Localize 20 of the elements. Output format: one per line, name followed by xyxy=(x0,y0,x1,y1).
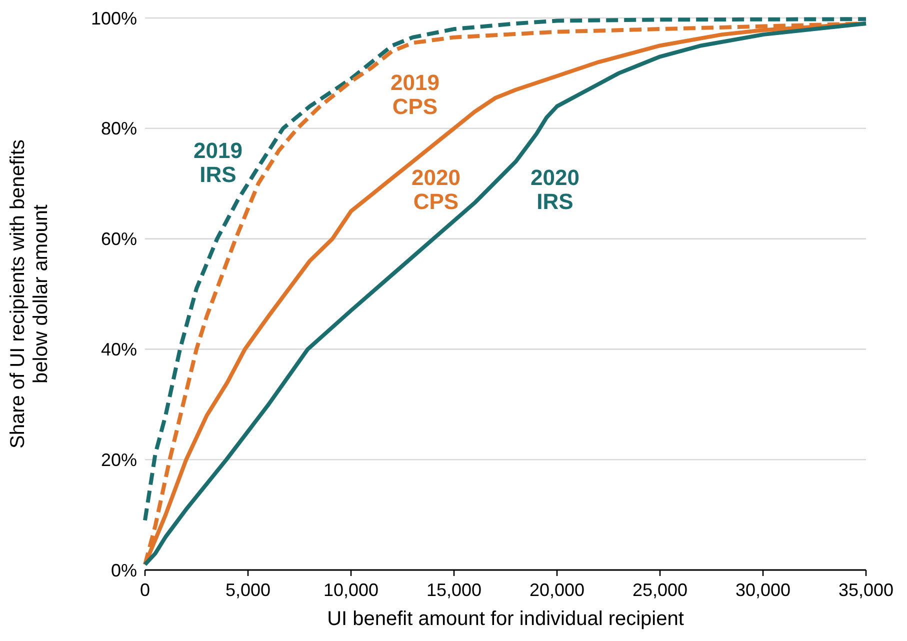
y-tick-label: 60% xyxy=(100,229,137,250)
y-axis-title: Share of UI recipients with benefits below dollar amount xyxy=(7,139,52,449)
y-tick-label: 0% xyxy=(110,560,137,580)
x-tick-label: 35,000 xyxy=(838,580,894,600)
x-tick-label: 25,000 xyxy=(632,580,688,600)
x-tick-label: 15,000 xyxy=(426,580,482,600)
series-label: 2019 IRS xyxy=(194,138,242,187)
series-label: 2020 IRS xyxy=(530,165,580,214)
x-tick-label: 10,000 xyxy=(323,580,379,600)
x-tick-label: 30,000 xyxy=(735,580,791,600)
y-tick-label: 80% xyxy=(100,118,137,139)
y-tick-label: 100% xyxy=(90,8,137,28)
x-axis-title: UI benefit amount for individual recipient xyxy=(327,608,684,630)
x-tick-label: 5,000 xyxy=(225,580,271,600)
x-tick-label: 0 xyxy=(140,580,150,600)
x-tick-label: 20,000 xyxy=(529,580,585,600)
series-label: 2020 CPS xyxy=(412,165,460,214)
y-tick-label: 20% xyxy=(100,450,137,470)
y-tick-label: 40% xyxy=(100,340,137,360)
series-label: 2019 CPS xyxy=(390,70,440,119)
